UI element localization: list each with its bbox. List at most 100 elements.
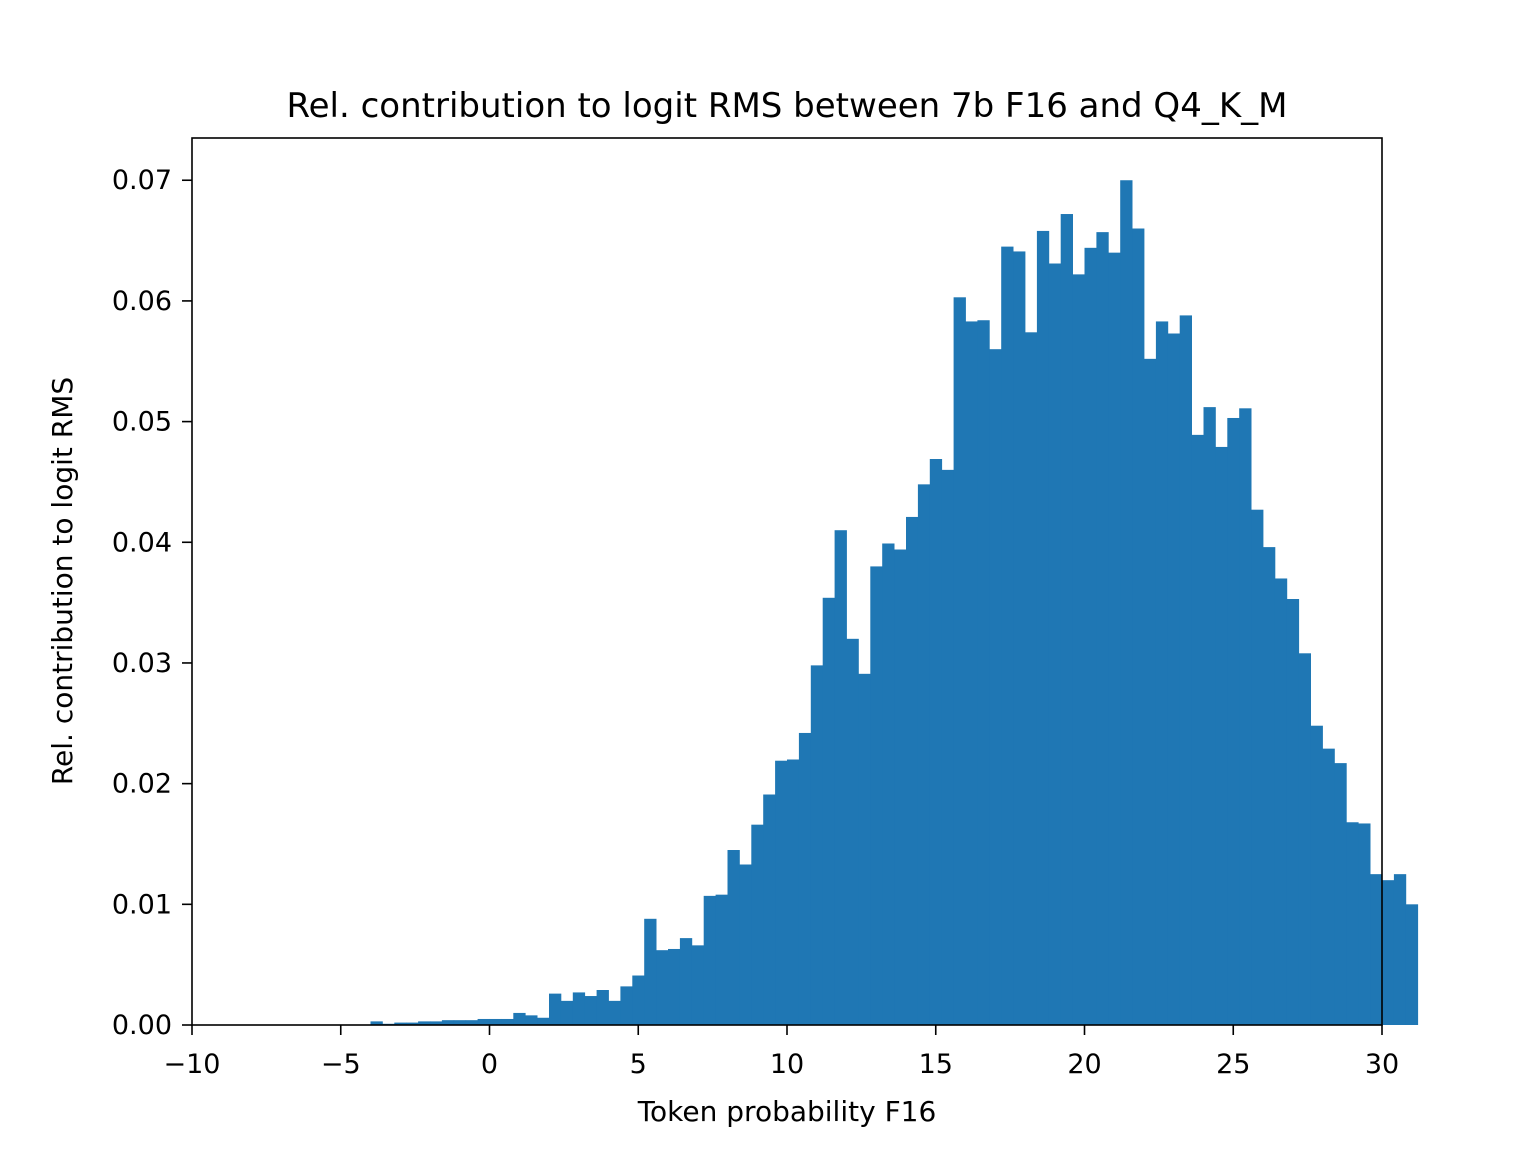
histogram-bar [703, 895, 716, 1025]
histogram-bar [1155, 321, 1169, 1025]
histogram-bar [834, 530, 847, 1025]
histogram-bar [1060, 214, 1073, 1025]
histogram-bar [894, 549, 907, 1025]
histogram-bar [441, 1020, 455, 1025]
histogram-bar [1251, 509, 1264, 1025]
histogram-bar [668, 948, 681, 1025]
histogram-bar [1358, 823, 1371, 1025]
histogram-bar [560, 1000, 574, 1025]
y-tick-label: 0.01 [112, 889, 172, 920]
histogram-bar [584, 996, 597, 1025]
histogram-bar [477, 1018, 490, 1025]
histogram-bar [549, 993, 562, 1025]
y-tick-label: 0.07 [112, 165, 172, 196]
y-tick-label: 0.03 [112, 648, 172, 679]
histogram-bar [1227, 417, 1240, 1026]
x-tick-label: 30 [1365, 1049, 1399, 1080]
x-tick-label: 5 [630, 1049, 647, 1080]
y-tick-label: 0.05 [112, 407, 172, 438]
histogram-bar [1096, 232, 1109, 1025]
y-axis-label: Rel. contribution to logit RMS [46, 377, 79, 785]
histogram-bar [1001, 246, 1014, 1026]
histogram-bar [727, 850, 740, 1025]
histogram-bar [846, 638, 859, 1025]
x-tick-label: −10 [164, 1049, 221, 1080]
histogram-bar [608, 1000, 621, 1025]
x-tick-label: 25 [1216, 1049, 1250, 1080]
x-tick-label: −5 [321, 1049, 361, 1080]
histogram-bar [953, 297, 966, 1025]
histogram-bar [525, 1015, 538, 1025]
histogram-bar [1263, 547, 1276, 1025]
histogram-bar [1405, 904, 1419, 1025]
chart-title: Rel. contribution to logit RMS between 7… [287, 86, 1288, 126]
histogram-bar [418, 1021, 431, 1025]
histogram-bar [1215, 446, 1228, 1025]
histogram-bar [644, 918, 657, 1025]
y-tick-label: 0.04 [112, 527, 172, 558]
histogram-bar [679, 938, 693, 1025]
histogram-bar [977, 320, 990, 1026]
histogram-bar [537, 1017, 550, 1025]
histogram-bar [1167, 333, 1181, 1025]
histogram-bar [453, 1020, 467, 1025]
histogram-bar [763, 794, 776, 1025]
histogram-bar [406, 1022, 419, 1025]
histogram-bar [1191, 434, 1204, 1025]
histogram-bar [715, 894, 728, 1025]
histogram-bar [1120, 180, 1133, 1026]
histogram-bar [1382, 880, 1395, 1025]
histogram-bar [596, 990, 609, 1025]
histogram-bar [798, 732, 812, 1025]
histogram-bar [656, 950, 669, 1025]
histogram-bar [632, 975, 645, 1025]
histogram-bar [691, 945, 705, 1025]
histogram-bar [810, 665, 824, 1025]
histogram-bar [1025, 332, 1038, 1025]
histogram-bars [370, 180, 1419, 1026]
histogram-bar [1322, 748, 1335, 1025]
histogram-bar [1346, 822, 1359, 1025]
histogram-bar [1048, 263, 1062, 1025]
histogram-bar [965, 321, 978, 1025]
histogram-bar [917, 484, 931, 1026]
histogram-bar [739, 864, 752, 1025]
histogram-bar [906, 516, 919, 1025]
x-axis: −10 −5 0 5 10 15 20 25 30 [164, 1025, 1399, 1080]
histogram-bar [822, 597, 835, 1025]
histogram-bar [1072, 274, 1085, 1025]
histogram-bar [929, 459, 943, 1025]
y-tick-label: 0.02 [112, 769, 172, 800]
histogram-bar [501, 1018, 514, 1025]
histogram-bar [1370, 874, 1383, 1025]
y-tick-label: 0.00 [112, 1010, 172, 1041]
histogram-bar [513, 1012, 526, 1025]
histogram-bar [870, 566, 883, 1025]
histogram-bar [1393, 874, 1407, 1025]
histogram-bar [489, 1018, 502, 1025]
histogram-bar [1179, 315, 1192, 1025]
histogram-bar [858, 673, 871, 1025]
histogram-bar [1286, 599, 1300, 1025]
histogram-bar [1132, 228, 1145, 1025]
histogram-bar [1036, 230, 1050, 1026]
histogram-bar [1013, 251, 1026, 1025]
histogram-bar [1310, 725, 1323, 1025]
histogram-bar [775, 760, 788, 1025]
histogram-bar [370, 1021, 383, 1025]
x-tick-label: 20 [1067, 1049, 1101, 1080]
histogram-bar [989, 349, 1002, 1025]
histogram-bar [1334, 763, 1347, 1025]
histogram-bar [430, 1021, 443, 1025]
histogram-bar [620, 986, 633, 1025]
x-tick-label: 0 [481, 1049, 498, 1080]
histogram-bar [751, 824, 764, 1025]
histogram-bar [1298, 653, 1311, 1025]
histogram-bar [572, 992, 586, 1025]
histogram-bar [1239, 408, 1252, 1025]
x-tick-label: 10 [770, 1049, 804, 1080]
histogram-bar [394, 1022, 407, 1025]
x-axis-label: Token probability F16 [637, 1095, 937, 1128]
x-tick-label: 15 [919, 1049, 953, 1080]
